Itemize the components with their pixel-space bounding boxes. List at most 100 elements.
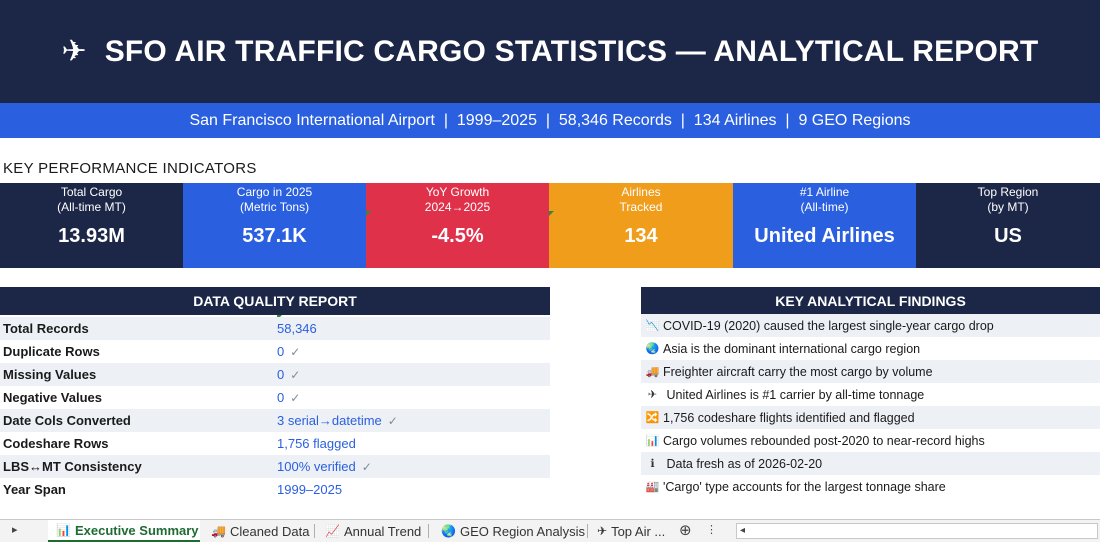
scroll-tabs-right-icon[interactable]: ▸: [12, 523, 18, 536]
kpi-card-top-airline[interactable]: #1 Airline (All-time) United Airlines: [733, 183, 916, 268]
kpi-card-total-cargo[interactable]: Total Cargo (All-time MT) 13.93M: [0, 183, 183, 268]
finding-text: 1,756 codeshare flights identified and f…: [663, 410, 915, 425]
kpi-card-airlines[interactable]: Airlines Tracked 134: [549, 183, 733, 268]
airplane-icon: ✈: [597, 524, 608, 538]
kpi-heading: KEY PERFORMANCE INDICATORS: [3, 160, 257, 177]
dq-key: Codeshare Rows: [3, 436, 109, 451]
kpi-strip: Total Cargo (All-time MT) 13.93M Cargo in…: [0, 183, 1100, 268]
add-sheet-icon[interactable]: ⊕: [679, 521, 692, 539]
finding-item[interactable]: 📉 COVID-19 (2020) caused the largest sing…: [641, 314, 1100, 337]
tab-label: Executive Summary: [74, 522, 199, 538]
dq-value: 1999–2025: [277, 482, 343, 497]
tab-separator: [314, 524, 315, 538]
globe-icon: 🌏: [441, 524, 456, 538]
finding-text: COVID-19 (2020) caused the largest singl…: [663, 318, 994, 333]
kpi-value: -4.5%: [431, 225, 484, 247]
tab-label: Annual Trend: [343, 523, 422, 539]
tab-separator: [587, 524, 588, 538]
dq-value: 58,346: [277, 321, 317, 336]
check-icon: ✓: [361, 460, 372, 474]
kpi-card-top-region[interactable]: Top Region (by MT) US: [916, 183, 1100, 268]
scroll-left-icon[interactable]: ◂: [740, 525, 746, 536]
dq-key: Missing Values: [3, 367, 97, 382]
data-quality-header: DATA QUALITY REPORT: [0, 287, 550, 315]
report-subtitle: San Francisco International Airport | 19…: [0, 103, 1100, 138]
chart-down-icon: 📉: [645, 319, 660, 332]
line-chart-icon: 📈: [325, 524, 340, 538]
finding-item[interactable]: 🏭 'Cargo' type accounts for the largest t…: [641, 475, 1100, 498]
finding-item[interactable]: ℹ Data fresh as of 2026-02-20: [641, 452, 1100, 475]
dq-value: 0 ✓: [277, 367, 301, 382]
cell-comment-marker: [549, 211, 554, 216]
dq-row-year-span[interactable]: Year Span 1999–2025: [0, 478, 550, 501]
tab-label: Top Air ...: [611, 523, 666, 539]
finding-item[interactable]: 🔀 1,756 codeshare flights identified and …: [641, 406, 1100, 429]
kpi-sublabel: (by MT): [987, 200, 1029, 214]
dq-value: 0 ✓: [277, 390, 301, 405]
factory-icon: 🏭: [645, 480, 660, 493]
dq-row-lbs-mt[interactable]: LBS↔MT Consistency 100% verified ✓: [0, 455, 550, 478]
dq-key: Total Records: [3, 321, 89, 336]
kpi-value: 13.93M: [58, 225, 125, 247]
dq-row-total-records[interactable]: Total Records 58,346: [0, 317, 550, 340]
kpi-card-yoy-growth[interactable]: YoY Growth 2024→2025 -4.5%: [366, 183, 549, 268]
finding-text: Asia is the dominant international cargo…: [663, 341, 921, 356]
dq-row-missing-values[interactable]: Missing Values 0 ✓: [0, 363, 550, 386]
dq-value: 1,756 flagged: [277, 436, 356, 451]
kpi-sublabel: (Metric Tons): [239, 200, 310, 214]
kpi-label: YoY Growth: [425, 185, 490, 199]
finding-item[interactable]: 🚚 Freighter aircraft carry the most cargo…: [641, 360, 1100, 383]
tab-cleaned-data[interactable]: 🚚 Cleaned Data: [207, 520, 309, 542]
horizontal-scrollbar[interactable]: ◂: [736, 523, 1098, 539]
kpi-sublabel: (All-time MT): [57, 200, 126, 214]
kpi-label: Top Region: [977, 185, 1039, 199]
bar-chart-icon: 📊: [645, 434, 660, 447]
globe-icon: 🌏: [645, 342, 660, 355]
dq-value: 100% verified ✓: [277, 459, 372, 474]
kpi-sublabel: (All-time): [800, 200, 849, 214]
tab-separator: [428, 524, 429, 538]
finding-text: 'Cargo' type accounts for the largest to…: [663, 479, 946, 494]
sheet-tab-bar: ▸ 📊 Executive Summary 🚚 Cleaned Data 📈 Annu…: [0, 519, 1100, 542]
kpi-value: US: [994, 225, 1022, 247]
kpi-value: United Airlines: [754, 225, 895, 247]
shuffle-icon: 🔀: [645, 411, 660, 424]
check-icon: ✓: [290, 368, 301, 382]
dq-row-date-cols[interactable]: Date Cols Converted 3 serial→datetime ✓: [0, 409, 550, 432]
tab-annual-trend[interactable]: 📈 Annual Trend: [321, 520, 421, 542]
check-icon: ✓: [387, 414, 398, 428]
dq-row-duplicate-rows[interactable]: Duplicate Rows 0 ✓: [0, 340, 550, 363]
bar-chart-icon: 📊: [56, 523, 71, 537]
info-icon: ℹ: [650, 457, 655, 470]
kpi-card-cargo-2025[interactable]: Cargo in 2025 (Metric Tons) 537.1K: [183, 183, 366, 268]
kpi-label: Total Cargo: [60, 185, 123, 199]
finding-item[interactable]: 🌏 Asia is the dominant international carg…: [641, 337, 1100, 360]
kpi-label: Cargo in 2025: [236, 185, 313, 199]
finding-text: Data fresh as of 2026-02-20: [663, 456, 823, 471]
dq-key: Negative Values: [3, 390, 102, 405]
kpi-label: Airlines: [621, 185, 661, 199]
dq-value: 3 serial→datetime ✓: [277, 413, 398, 428]
finding-item[interactable]: ✈ United Airlines is #1 carrier by all-t…: [641, 383, 1100, 406]
tab-executive-summary[interactable]: 📊 Executive Summary: [48, 520, 200, 542]
dq-row-codeshare[interactable]: Codeshare Rows 1,756 flagged: [0, 432, 550, 455]
tab-top-airlines[interactable]: ✈ Top Air ...: [595, 520, 665, 542]
report-banner: ✈ SFO AIR TRAFFIC CARGO STATISTICS — ANA…: [0, 0, 1100, 103]
findings-header: KEY ANALYTICAL FINDINGS: [641, 287, 1100, 315]
tab-geo-region-analysis[interactable]: 🌏 GEO Region Analysis: [437, 520, 585, 542]
dq-key: Date Cols Converted: [3, 413, 131, 428]
check-icon: ✓: [290, 391, 301, 405]
report-title: SFO AIR TRAFFIC CARGO STATISTICS — ANALY…: [104, 34, 1039, 68]
cell-comment-marker: [366, 211, 371, 216]
more-options-icon[interactable]: ⋮: [706, 523, 717, 536]
tab-label: Cleaned Data: [229, 523, 310, 539]
finding-item[interactable]: 📊 Cargo volumes rebounded post-2020 to ne…: [641, 429, 1100, 452]
kpi-label: #1 Airline: [799, 185, 850, 199]
dq-key: LBS↔MT Consistency: [3, 459, 142, 474]
airplane-icon: ✈: [647, 388, 658, 401]
kpi-sublabel: 2024→2025: [424, 200, 491, 214]
dq-row-negative-values[interactable]: Negative Values 0 ✓: [0, 386, 550, 409]
finding-text: Cargo volumes rebounded post-2020 to nea…: [663, 433, 985, 448]
airplane-icon: ✈: [61, 34, 87, 69]
